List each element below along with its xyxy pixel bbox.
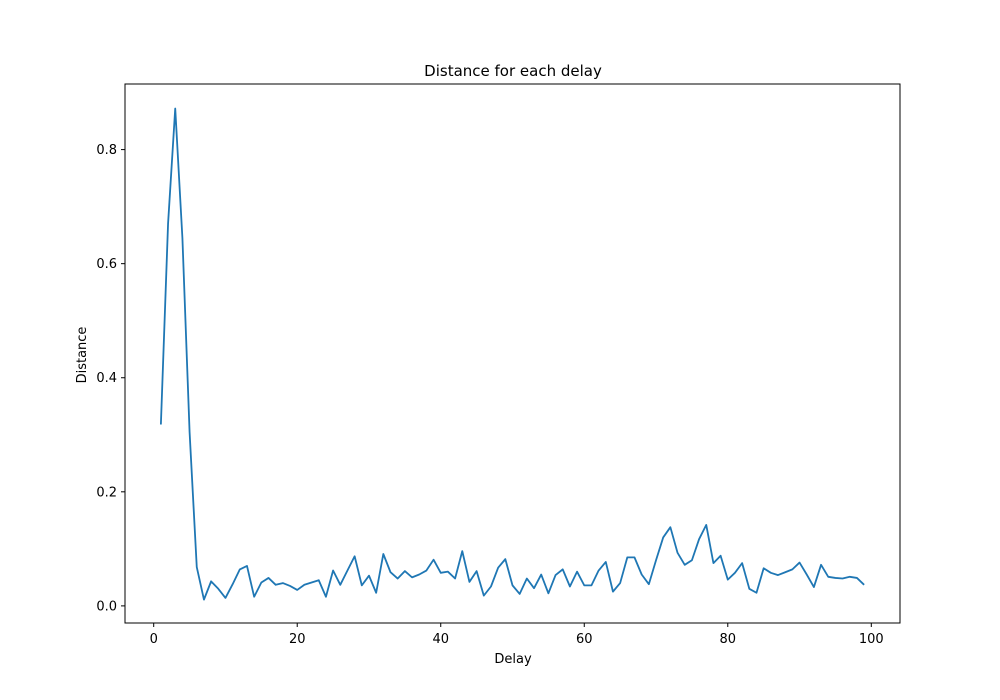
- y-tick-label: 0.0: [96, 599, 117, 614]
- y-axis-label: Distance: [75, 327, 90, 384]
- x-tick-label: 60: [576, 632, 593, 647]
- x-tick-label: 80: [720, 632, 737, 647]
- x-axis: 0 20 40 60 80 100: [150, 623, 884, 647]
- y-tick-label: 0.4: [96, 371, 117, 386]
- x-tick-label: 20: [289, 632, 306, 647]
- chart-title: Distance for each delay: [424, 62, 602, 80]
- y-axis: 0.0 0.2 0.4 0.6 0.8: [96, 143, 125, 614]
- y-tick-label: 0.6: [96, 257, 117, 272]
- x-tick-label: 100: [859, 632, 884, 647]
- plot-area: [124, 83, 901, 624]
- x-axis-label: Delay: [494, 652, 532, 667]
- series-line-0: [159, 107, 865, 601]
- y-tick-label: 0.2: [96, 485, 117, 500]
- plot-frame: [124, 83, 901, 624]
- x-tick-label: 0: [150, 632, 158, 647]
- y-tick-label: 0.8: [96, 143, 117, 158]
- x-tick-label: 40: [432, 632, 449, 647]
